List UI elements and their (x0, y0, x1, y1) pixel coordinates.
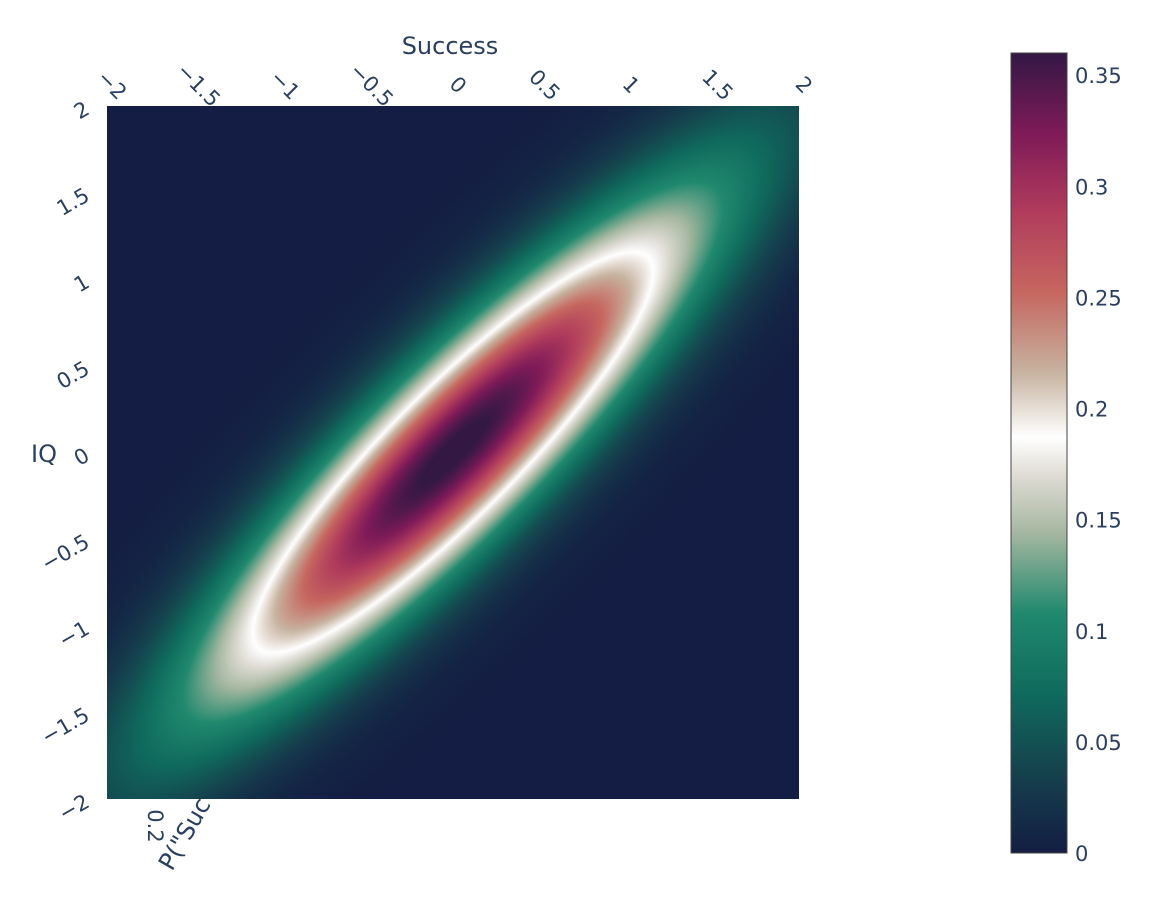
y-tick-label: 2 (70, 97, 94, 124)
y-axis-title: IQ (31, 440, 57, 468)
y-tick-label: −2 (55, 790, 94, 826)
colorbar-ticks: 0 0.05 0.1 0.15 0.2 0.25 0.3 0.35 (1075, 64, 1122, 866)
x-axis-ticks: −2 −1.5 −1 −0.5 0 0.5 1 1.5 2 (93, 59, 818, 112)
y-tick-label: −1 (55, 616, 94, 652)
colorbar-tick-label: 0.35 (1075, 64, 1122, 88)
colorbar-tick-label: 0.05 (1075, 731, 1122, 755)
colorbar-gradient (1010, 52, 1068, 854)
y-tick-label: 1 (70, 270, 94, 297)
x-tick-label: 0.5 (524, 65, 565, 106)
colorbar-tick-label: 0.3 (1075, 175, 1108, 199)
x-tick-label: −0.5 (345, 59, 398, 112)
x-tick-label: −1.5 (172, 59, 225, 112)
x-axis-title: Success (402, 32, 499, 60)
y-tick-label: −1.5 (37, 703, 93, 749)
y-tick-label: −0.5 (37, 530, 93, 576)
x-tick-label: 2 (791, 72, 817, 98)
x-tick-label: 1.5 (697, 65, 738, 106)
z-axis-fragments: 0.2 P("Suc (143, 793, 216, 875)
colorbar-tick-label: 0.1 (1075, 620, 1108, 644)
x-tick-label: 0 (445, 72, 471, 98)
colorbar-tick-label: 0 (1075, 842, 1088, 866)
x-tick-label: −1 (266, 66, 305, 105)
colorbar-tick-label: 0.25 (1075, 286, 1122, 310)
plot-area (107, 106, 799, 799)
heatmap-surface (107, 106, 799, 799)
y-tick-label: 0 (70, 443, 94, 470)
colorbar-tick-label: 0.2 (1075, 398, 1108, 422)
y-tick-label: 1.5 (53, 183, 94, 220)
x-tick-label: −2 (93, 66, 132, 105)
colorbar: 0 0.05 0.1 0.15 0.2 0.25 0.3 0.35 (1010, 52, 1122, 866)
x-tick-label: 1 (618, 72, 644, 98)
y-tick-label: 0.5 (53, 356, 94, 393)
colorbar-tick-label: 0.15 (1075, 509, 1122, 533)
z-axis-tick-fragment: 0.2 (143, 809, 167, 842)
